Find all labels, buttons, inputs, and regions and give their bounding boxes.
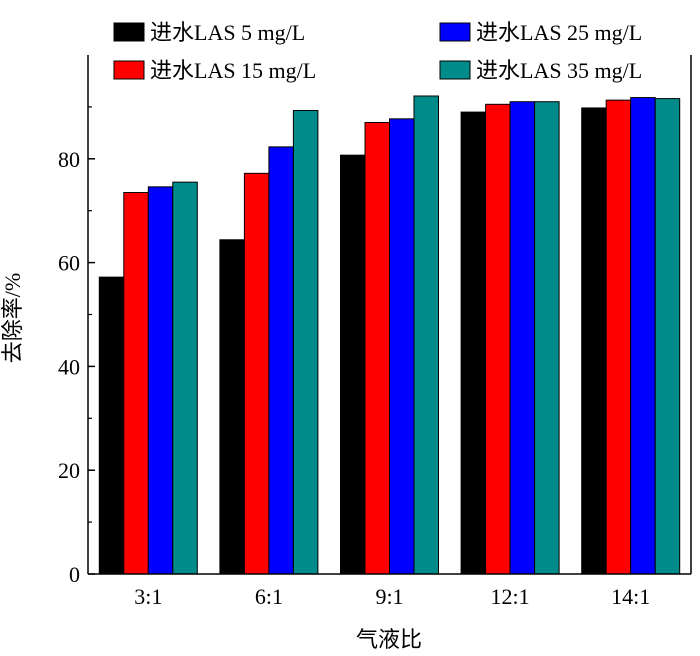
bar	[98, 276, 125, 575]
y-tick-label: 60	[58, 251, 80, 276]
bar	[654, 98, 681, 575]
bar	[630, 97, 656, 575]
x-tick-label: 9:1	[375, 584, 403, 609]
legend-label: 进水LAS 25 mg/L	[476, 20, 642, 45]
bar	[509, 101, 536, 575]
legend-swatch	[113, 22, 145, 42]
y-tick-label: 40	[58, 354, 80, 379]
legend-label: 进水LAS 35 mg/L	[476, 58, 642, 83]
y-tick-label: 0	[69, 562, 80, 587]
bar	[340, 154, 366, 575]
bar	[364, 121, 390, 575]
bar	[243, 172, 270, 575]
bar	[219, 239, 245, 575]
legend: 进水LAS 5 mg/L 进水LAS 15 mg/L 进水LAS 25 mg/L 进水…	[113, 20, 642, 83]
bar	[292, 110, 319, 575]
bar	[172, 181, 198, 575]
legend-swatch	[113, 60, 145, 80]
bar	[485, 103, 511, 575]
y-axis-title: 去除率/%	[0, 273, 25, 363]
bar	[460, 111, 487, 575]
x-axis-title: 气液比	[356, 627, 422, 652]
bar	[534, 101, 560, 575]
legend-swatch	[439, 22, 471, 42]
bar	[147, 186, 174, 575]
legend-label: 进水LAS 15 mg/L	[150, 58, 316, 83]
x-tick-label: 12:1	[491, 584, 530, 609]
bar	[123, 192, 149, 575]
axes: 0 20 40 60 80 3:1 6:1 9:1 12:1 14:1	[58, 55, 692, 609]
legend-swatch	[439, 60, 471, 80]
bar	[413, 95, 439, 575]
bar	[581, 107, 607, 575]
bar	[389, 118, 415, 575]
y-tick-label: 20	[58, 458, 80, 483]
bar	[605, 99, 632, 575]
y-tick-label: 80	[58, 147, 80, 172]
x-tick-label: 14:1	[611, 584, 650, 609]
legend-label: 进水LAS 5 mg/L	[150, 20, 305, 45]
bar	[268, 146, 294, 575]
bars	[98, 95, 681, 575]
x-tick-label: 3:1	[134, 584, 162, 609]
x-tick-label: 6:1	[255, 584, 283, 609]
